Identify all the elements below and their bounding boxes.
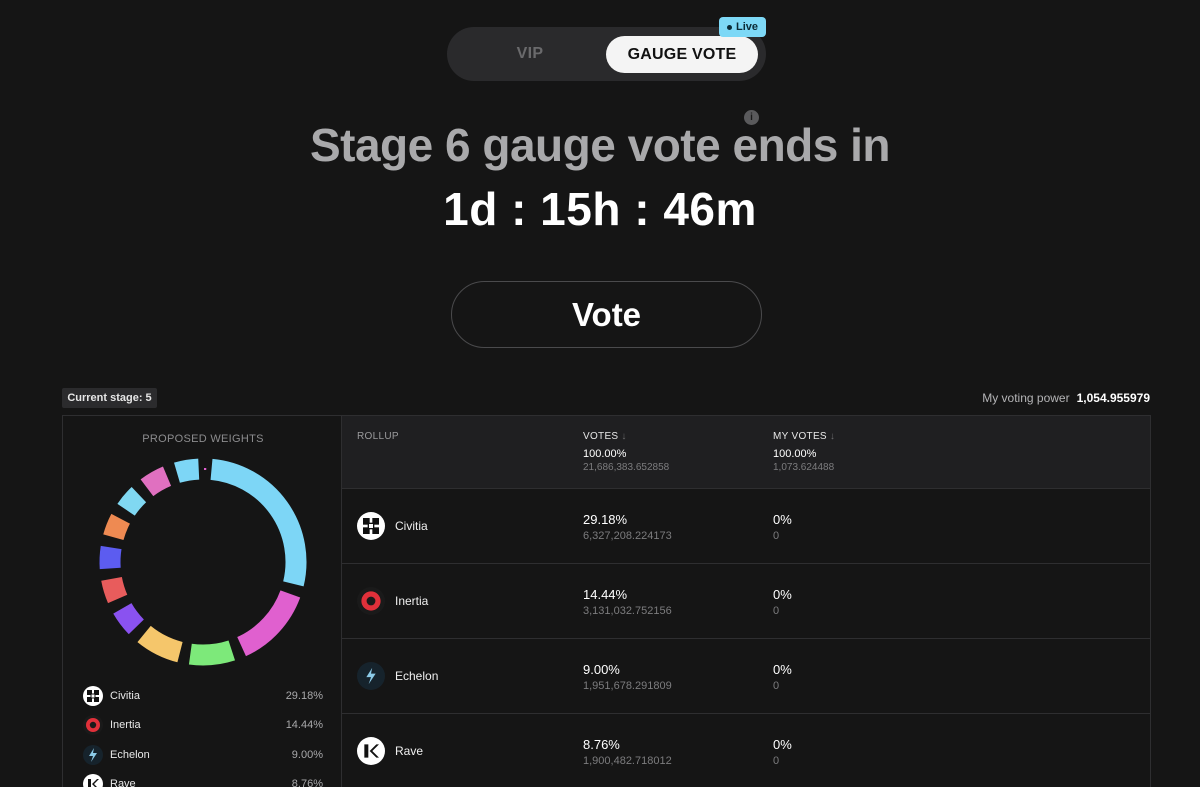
- legend-label: Inertia: [110, 719, 141, 732]
- my-votes-abs: 0: [773, 605, 780, 617]
- proposed-weights-legend: Civitia 29.18% Inertia 14.44% Echelon 9.…: [83, 681, 323, 787]
- total-votes-pct: 100.00%: [583, 448, 627, 460]
- votes-abs: 1,900,482.718012: [583, 755, 672, 767]
- echelon-logo-icon: [83, 744, 103, 765]
- votes-abs: 1,951,678.291809: [583, 680, 672, 692]
- vote-mode-toggle: VIP GAUGE VOTE: [447, 27, 766, 81]
- live-dot-icon: [726, 24, 732, 30]
- live-badge-label: Live: [735, 21, 758, 33]
- table-row[interactable]: Inertia 14.44% 3,131,032.752156 0% 0: [342, 564, 1150, 639]
- vote-button[interactable]: Vote: [451, 281, 762, 348]
- table-row[interactable]: Civitia 29.18% 6,327,208.224173 0% 0: [342, 489, 1150, 564]
- sort-arrow-icon: ↓: [829, 431, 836, 442]
- rollup-name: Inertia: [395, 594, 429, 608]
- tab-vip[interactable]: VIP: [516, 45, 544, 62]
- votes-pct: 9.00%: [583, 662, 620, 677]
- donut-segment: [101, 576, 128, 604]
- donut-segment: [99, 545, 122, 570]
- proposed-weights-title: PROPOSED WEIGHTS: [142, 433, 264, 445]
- proposed-weights-panel: PROPOSED WEIGHTS Civitia 29.18% Inertia …: [62, 415, 342, 787]
- countdown-timer: 1d : 15h : 46m: [443, 183, 757, 235]
- my-votes-abs: 0: [773, 530, 780, 542]
- donut-segment-inertia: [236, 590, 301, 657]
- legend-value: 9.00%: [291, 748, 323, 761]
- current-stage-badge: Current stage: 5: [62, 388, 157, 408]
- legend-value: 29.18%: [285, 689, 323, 702]
- votes-abs: 6,327,208.224173: [583, 530, 672, 542]
- column-header-votes-label: VOTES: [583, 431, 619, 442]
- my-votes-abs: 0: [773, 755, 780, 767]
- inertia-logo-icon: [83, 715, 103, 736]
- sort-arrow-icon: ↓: [621, 431, 627, 442]
- donut-segment: [117, 487, 147, 516]
- voting-power-value: 1,054.955979: [1076, 391, 1150, 405]
- legend-label: Rave: [110, 778, 136, 787]
- column-header-my-votes[interactable]: MY VOTES ↓: [773, 431, 835, 442]
- civitia-logo-icon: [83, 685, 103, 706]
- table-row[interactable]: Rave 8.76% 1,900,482.718012 0% 0: [342, 714, 1150, 787]
- column-header-votes[interactable]: VOTES ↓: [583, 431, 627, 442]
- donut-segment-echelon: [188, 640, 236, 666]
- rave-logo-icon: [83, 774, 103, 787]
- inertia-logo-icon: [357, 587, 385, 615]
- total-votes-abs: 21,686,383.652858: [583, 462, 670, 473]
- my-votes-pct: 0%: [773, 662, 792, 677]
- table-header: ROLLUP VOTES ↓ MY VOTES ↓ 100.00% 21,686,3…: [342, 416, 1150, 489]
- civitia-logo-icon: [357, 512, 385, 540]
- echelon-logo-icon: [357, 662, 385, 690]
- legend-label: Civitia: [110, 689, 140, 702]
- rollup-name: Echelon: [395, 669, 439, 683]
- donut-segment-civitia: [210, 458, 307, 587]
- table-row[interactable]: Echelon 9.00% 1,951,678.291809 0% 0: [342, 639, 1150, 714]
- donut-segment: [174, 458, 200, 483]
- donut-segment-rave: [137, 625, 183, 663]
- live-badge: Live: [719, 17, 766, 37]
- column-header-my-votes-label: MY VOTES: [773, 431, 827, 442]
- rollup-name: Civitia: [395, 519, 428, 533]
- legend-value: 8.76%: [291, 778, 323, 787]
- legend-item-rave: Rave 8.76%: [83, 770, 323, 787]
- legend-item-civitia: Civitia 29.18%: [83, 681, 323, 711]
- voting-power: My voting power 1,054.955979: [982, 391, 1150, 405]
- donut-segment: [140, 466, 172, 497]
- legend-item-inertia: Inertia 14.44%: [83, 711, 323, 741]
- legend-label: Echelon: [110, 748, 150, 761]
- donut-segment: [103, 513, 131, 541]
- info-icon[interactable]: i: [744, 110, 759, 125]
- legend-value: 14.44%: [285, 719, 323, 732]
- votes-pct: 29.18%: [583, 512, 628, 527]
- votes-abs: 3,131,032.752156: [583, 605, 672, 617]
- total-my-votes-pct: 100.00%: [773, 448, 817, 460]
- my-votes-pct: 0%: [773, 512, 792, 527]
- rave-logo-icon: [357, 737, 385, 765]
- votes-pct: 8.76%: [583, 737, 620, 752]
- votes-pct: 14.44%: [583, 587, 628, 602]
- total-my-votes-abs: 1,073.624488: [773, 462, 835, 473]
- page-title: Stage 6 gauge vote ends in: [309, 119, 891, 171]
- legend-item-echelon: Echelon 9.00%: [83, 740, 323, 770]
- donut-segment: [113, 602, 145, 635]
- rollup-votes-table: ROLLUP VOTES ↓ MY VOTES ↓ 100.00% 21,686,3…: [342, 415, 1151, 787]
- column-header-rollup: ROLLUP: [357, 431, 399, 442]
- tab-gauge-vote[interactable]: GAUGE VOTE: [606, 36, 758, 73]
- voting-power-label: My voting power: [982, 391, 1070, 405]
- rollup-name: Rave: [395, 744, 424, 758]
- my-votes-pct: 0%: [773, 587, 792, 602]
- my-votes-pct: 0%: [773, 737, 792, 752]
- my-votes-abs: 0: [773, 680, 780, 692]
- proposed-weights-donut-chart: [99, 458, 307, 666]
